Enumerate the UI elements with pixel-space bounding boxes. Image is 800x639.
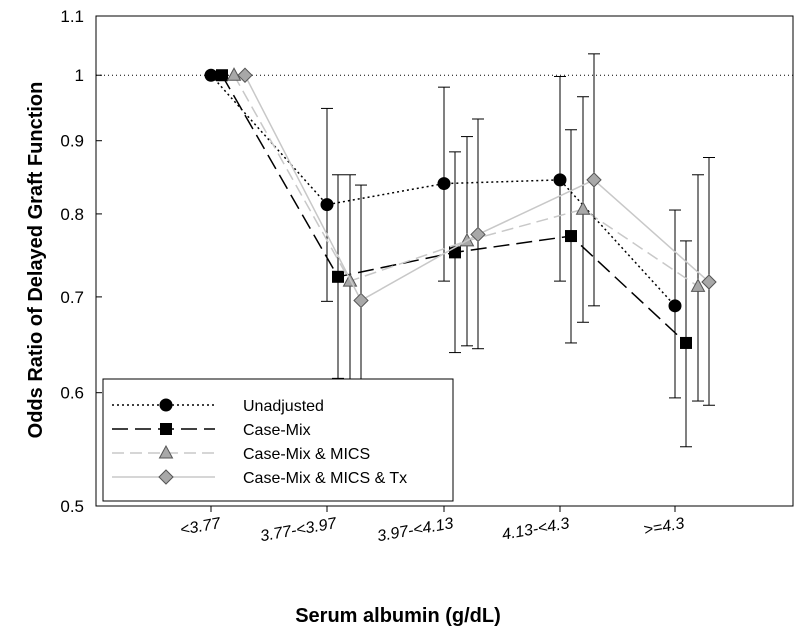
marker-diamond [701,274,717,290]
y-tick-label: 1.1 [60,7,84,26]
series-square [216,69,692,448]
series-diamond [237,53,717,417]
marker-diamond [470,226,486,243]
marker-triangle [158,444,174,459]
marker-square [449,246,461,259]
x-tick-label: <3.77 [179,515,223,539]
legend-label: Case-Mix & MICS [243,446,370,463]
marker-diamond [586,172,602,188]
y-tick-label: 0.5 [60,497,84,516]
marker-triangle [690,278,706,292]
marker-circle [204,68,218,82]
y-tick-label: 0.6 [60,384,84,403]
marker-triangle [226,67,242,81]
marker-circle [553,173,567,187]
marker-square [216,69,228,82]
marker-circle [437,177,451,191]
x-tick-label: 4.13-<4.3 [501,515,571,544]
marker-triangle [575,201,591,215]
y-tick-label: 0.9 [60,132,84,151]
marker-diamond [237,67,253,83]
x-axis-title: Serum albumin (g/dL) [295,605,501,627]
y-axis-title: Odds Ratio of Delayed Graft Function [25,82,47,439]
x-tick-label: 3.77-<3.97 [259,515,339,545]
x-tick-label: >=4.3 [642,515,685,539]
y-tick-label: 1 [75,66,84,85]
legend-box [102,378,454,502]
legend-label: Case-Mix [243,422,311,439]
series-circle [204,68,682,399]
legend: Unadjusted Case-Mix Case-Mix & MICS Case-Mi… [102,378,454,502]
marker-circle [159,398,173,412]
marker-square [680,336,692,349]
x-tick-label: 3.97-<4.13 [376,515,455,545]
legend-label: Case-Mix & MICS & Tx [243,470,407,487]
marker-diamond [158,469,174,485]
legend-label: Unadjusted [243,398,324,415]
marker-square [160,423,172,435]
marker-circle [668,299,682,313]
series-line [210,74,676,307]
marker-circle [320,198,334,212]
marker-square [332,270,344,283]
x-axis-ticks: <3.77 3.77-<3.97 3.97-<4.13 4.13-<4.3 >=4.3 [179,506,686,545]
y-tick-label: 0.8 [60,205,84,224]
series-line [221,74,687,344]
marker-diamond [353,292,369,309]
series-triangle [226,67,706,402]
y-axis-ticks: 0.5 0.6 0.7 0.8 0.9 1 1.1 [60,7,102,516]
marker-square [565,230,577,243]
series-layer [204,53,717,448]
y-tick-label: 0.7 [60,288,84,307]
